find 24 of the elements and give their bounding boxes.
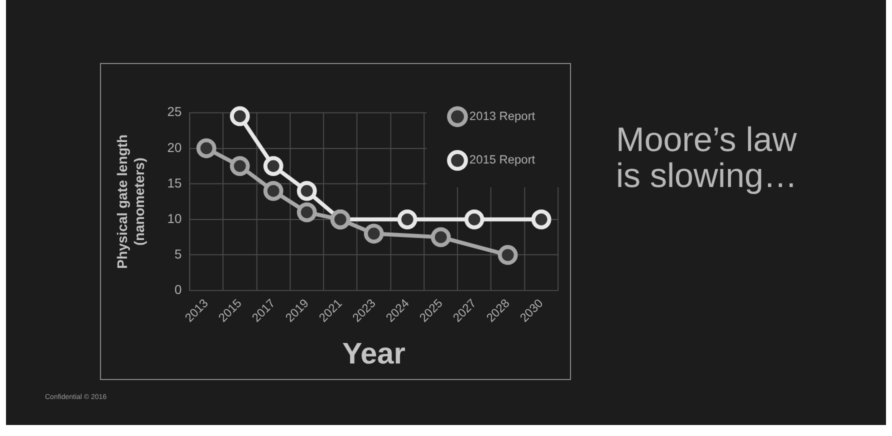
point [498,245,518,265]
point [296,181,317,201]
point [196,138,216,158]
point [464,209,484,230]
text: Moore’s law is slowing… [616,121,798,195]
point [364,224,384,244]
point [397,209,418,230]
y-axis-title: Physical gate length (nanometers) [114,134,147,269]
y-tick-label: 25 [167,104,182,120]
point [263,181,284,201]
point [430,227,451,248]
point [230,156,250,176]
y-tick-label: 5 [174,246,182,262]
y-tick-label: 20 [167,140,182,155]
y-tick-label: 0 [174,282,182,298]
point [263,156,284,176]
point [531,209,552,230]
y-tick-label: 10 [167,210,182,226]
point [296,202,317,222]
point [230,106,250,126]
x-axis-title: Year [342,337,406,370]
legend-label: 2013 Report [469,108,536,123]
legend-label: 2015 Report [469,152,536,167]
y-tick-label: 15 [167,175,182,190]
